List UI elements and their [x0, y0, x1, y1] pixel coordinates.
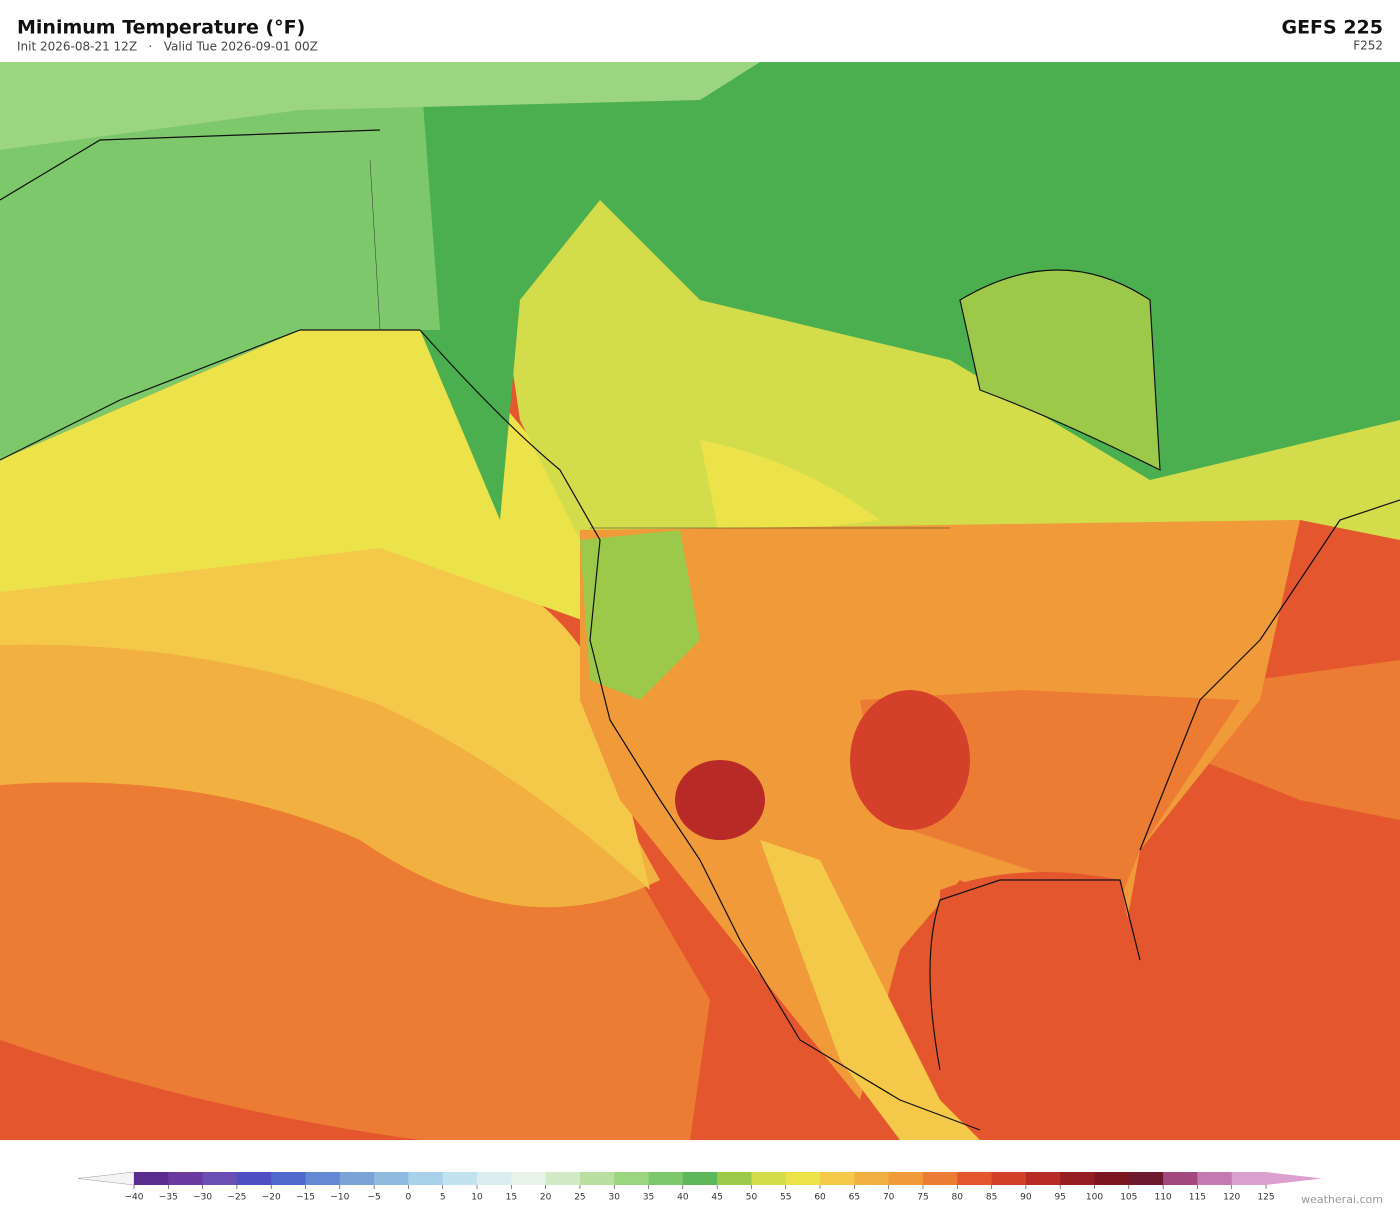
tick-label: 10	[471, 1193, 483, 1203]
tick-label: 90	[1020, 1193, 1032, 1203]
map-subtitle: Init 2026-08-21 12Z · Valid Tue 2026-09-…	[17, 40, 318, 54]
tick-label: 35	[643, 1193, 654, 1203]
colorbar-segment	[271, 1172, 307, 1185]
tick-label: 85	[986, 1193, 997, 1203]
land-plains	[700, 440, 880, 540]
colorbar-segment	[820, 1172, 855, 1185]
tick-label: 110	[1154, 1193, 1171, 1203]
colorbar-segment	[991, 1172, 1027, 1185]
colorbar: −40 −35 −30 −25 −20 −15 −10 −5 0 5 10 15 20 25 30 35 40 4…	[77, 1171, 1322, 1203]
tick-label: 55	[780, 1193, 791, 1203]
colorbar-segment	[854, 1172, 890, 1185]
colorbar-segment	[717, 1172, 752, 1185]
tick-label: 40	[677, 1193, 689, 1203]
colorbar-segment	[682, 1172, 718, 1185]
tick-label: 25	[574, 1193, 585, 1203]
colorbar-segment	[134, 1172, 169, 1185]
map-title: Minimum Temperature (°F)	[17, 17, 305, 39]
tick-label: 70	[883, 1193, 895, 1203]
hot-spot	[675, 760, 765, 840]
colorbar-segment	[957, 1172, 993, 1185]
colorbar-segment	[785, 1172, 821, 1185]
colorbar-segment	[1128, 1172, 1164, 1185]
tick-label: −10	[330, 1193, 349, 1203]
colorbar-segment	[374, 1172, 409, 1185]
colorbar-segment	[202, 1172, 238, 1185]
tick-label: 105	[1120, 1193, 1137, 1203]
colorbar-segment	[477, 1172, 512, 1185]
mexico-highlands	[760, 840, 980, 1140]
colorbar-segment	[1060, 1172, 1095, 1185]
watermark: weatherai.com	[1301, 1193, 1383, 1206]
colorbar-segment	[1163, 1172, 1198, 1185]
tick-label: 15	[506, 1193, 517, 1203]
map	[0, 62, 1400, 1140]
colorbar-segment	[1231, 1172, 1267, 1185]
colorbar-segment	[614, 1172, 650, 1185]
land-alaska	[0, 62, 440, 460]
tick-label: 100	[1086, 1193, 1103, 1203]
model-name: GEFS 225	[1281, 17, 1383, 39]
tick-label: 30	[609, 1193, 621, 1203]
tick-label: 0	[406, 1193, 412, 1203]
colorbar-segment	[648, 1172, 684, 1185]
colorbar-segment	[1094, 1172, 1130, 1185]
forecast-hour: F252	[1353, 39, 1383, 53]
colorbar-segment	[168, 1172, 204, 1185]
colorbar-segment	[922, 1172, 958, 1185]
tick-label: −40	[125, 1193, 144, 1203]
hot-spot	[850, 690, 970, 830]
colorbar-segment	[236, 1172, 272, 1185]
colorbar-segment	[305, 1172, 341, 1185]
tick-label: −30	[193, 1193, 212, 1203]
tick-label: −25	[227, 1193, 246, 1203]
tick-label: 50	[746, 1193, 758, 1203]
tick-label: 125	[1257, 1193, 1274, 1203]
tick-label: 80	[952, 1193, 964, 1203]
tick-label: 115	[1189, 1193, 1206, 1203]
colorbar-segment	[511, 1172, 547, 1185]
land-northwest	[580, 530, 700, 700]
tick-label: −35	[159, 1193, 178, 1203]
colorbar-segment	[751, 1172, 787, 1185]
tick-label: −20	[262, 1193, 281, 1203]
extend-under	[77, 1171, 135, 1186]
colorbar-segment	[408, 1172, 444, 1185]
tick-label: 95	[1054, 1193, 1065, 1203]
tick-label: 65	[849, 1193, 860, 1203]
colorbar-segment	[1197, 1172, 1233, 1185]
tick-label: 120	[1223, 1193, 1240, 1203]
hudson-bay	[960, 270, 1160, 470]
extend-over	[1266, 1172, 1322, 1185]
colorbar-segment	[579, 1172, 615, 1185]
colorbar-segment	[339, 1172, 375, 1185]
ocean-band	[0, 545, 650, 890]
tick-label: −5	[367, 1193, 380, 1203]
tick-label: 20	[540, 1193, 552, 1203]
colorbar-segment	[545, 1172, 581, 1185]
tick-label: −15	[296, 1193, 315, 1203]
colorbar-segment	[1025, 1172, 1061, 1185]
tick-label: 5	[440, 1193, 446, 1203]
tick-label: 60	[814, 1193, 826, 1203]
colorbar-segment	[888, 1172, 924, 1185]
arctic	[0, 62, 760, 150]
tick-label: 75	[917, 1193, 928, 1203]
colorbar-segment	[442, 1172, 478, 1185]
gulf-of-mexico	[940, 872, 1140, 1080]
tick-label: 45	[711, 1193, 722, 1203]
